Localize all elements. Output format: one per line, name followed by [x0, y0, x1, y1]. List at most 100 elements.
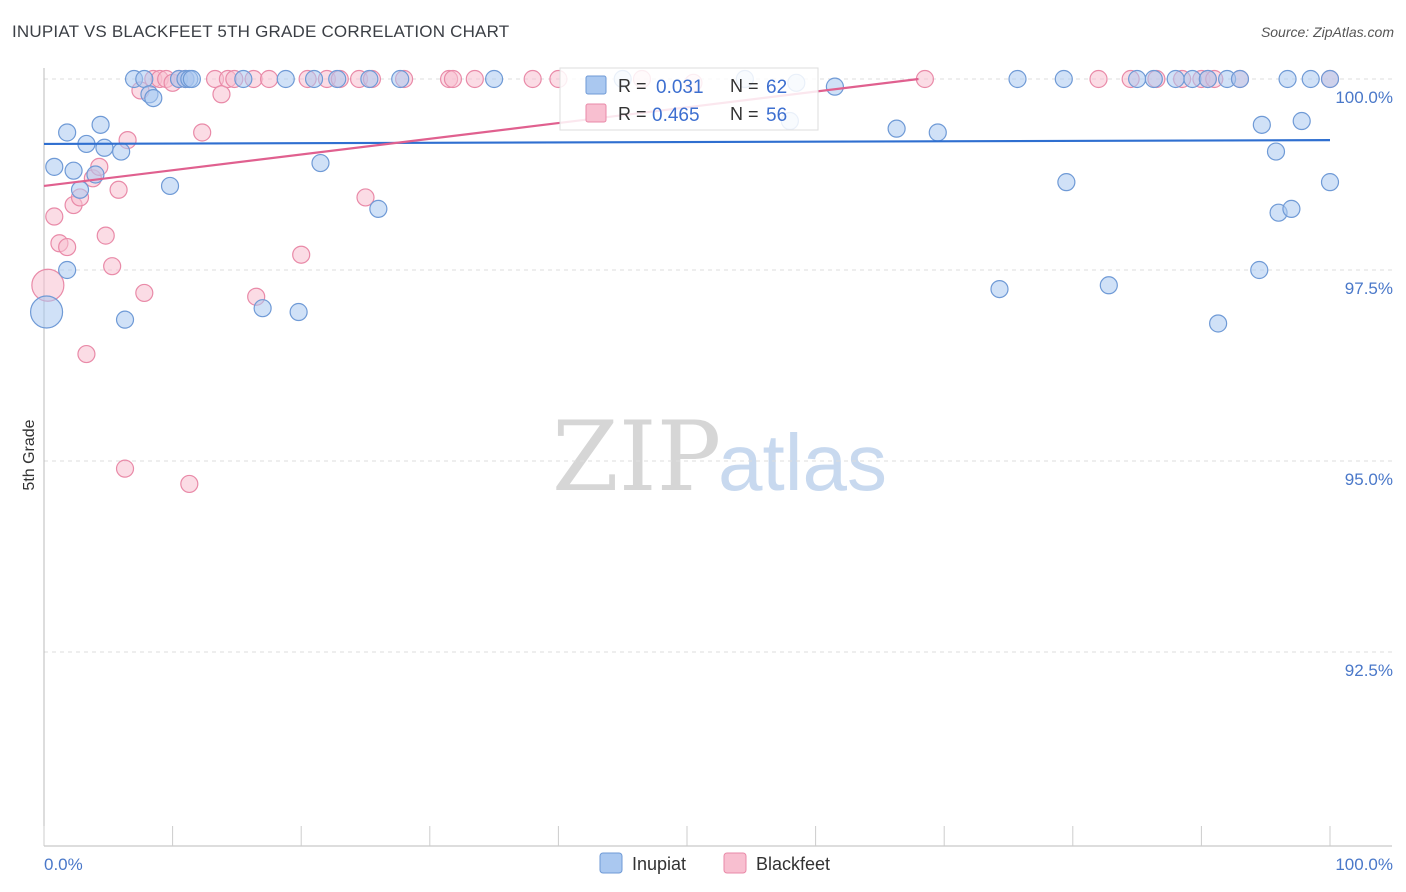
legend-inupiat-label: Inupiat [632, 854, 686, 874]
blackfeet-n-value: 56 [766, 105, 787, 126]
y-tick-label: 92.5% [1345, 661, 1393, 680]
blackfeet-point [356, 188, 375, 207]
inupiat-point [311, 153, 330, 173]
blackfeet-point [212, 85, 231, 104]
legend-blackfeet-label: Blackfeet [756, 854, 830, 874]
blackfeet-point [96, 226, 115, 245]
inupiat-point [1282, 199, 1301, 218]
inupiat-point [1230, 69, 1250, 89]
blackfeet-r-value: 0.465 [652, 105, 700, 126]
blackfeet-point [193, 123, 212, 142]
inupiat-point [1278, 69, 1297, 89]
inupiat-point [1292, 111, 1311, 131]
inupiat-point [276, 69, 295, 89]
inupiat-point [1266, 142, 1286, 161]
inupiat-point [1127, 69, 1147, 89]
inupiat-point [485, 69, 504, 89]
blackfeet-point [115, 459, 135, 478]
inupiat-point [1198, 69, 1217, 89]
inupiat-point [70, 180, 90, 199]
y-tick-label: 97.5% [1345, 279, 1393, 298]
source-credit: Source: ZipAtlas.com [1260, 24, 1394, 40]
x-tick-label: 100.0% [1335, 855, 1393, 874]
inupiat-point [112, 142, 131, 161]
inupiat-point [135, 69, 154, 89]
y-axis-title: 5th Grade [21, 419, 38, 490]
blackfeet-point [259, 69, 279, 89]
inupiat-point [95, 138, 114, 157]
blackfeet-point [77, 344, 96, 364]
inupiat-r-label: R = [618, 76, 647, 96]
inupiat-point [1099, 276, 1118, 295]
inupiat-point [1166, 69, 1185, 89]
inupiat-point [1008, 69, 1027, 89]
inupiat-point [328, 69, 347, 89]
inupiat-point [1183, 69, 1202, 89]
inupiat-points [29, 69, 1340, 333]
blackfeet-n-label: N = [730, 104, 759, 124]
blackfeet-point [465, 69, 484, 89]
blackfeet-point [180, 474, 199, 494]
inupiat-point [160, 176, 180, 196]
blackfeet-point [915, 69, 935, 89]
inupiat-point [144, 88, 163, 108]
gridlines [44, 78, 1392, 653]
inupiat-point [1057, 173, 1076, 192]
inupiat-point [29, 295, 64, 329]
inupiat-point [304, 69, 324, 89]
inupiat-point [360, 69, 379, 89]
bottom-legend: Inupiat Blackfeet [599, 852, 830, 874]
blackfeet-point [109, 180, 128, 199]
blackfeet-point [523, 69, 542, 89]
blackfeet-point [292, 245, 311, 264]
blackfeet-point [45, 207, 64, 226]
blackfeet-point [443, 69, 463, 89]
axes: 100.0% 97.5% 95.0% 92.5% 0.0% 100.0% 5th Grade [21, 68, 1393, 874]
inupiat-point [115, 310, 135, 329]
inupiat-n-value: 62 [766, 77, 787, 98]
inupiat-point [990, 280, 1009, 299]
inupiat-point [369, 199, 388, 218]
inupiat-n-label: N = [730, 76, 759, 96]
inupiat-point [391, 69, 410, 89]
inupiat-point [1054, 69, 1073, 89]
inupiat-r-value: 0.031 [656, 77, 704, 98]
blackfeet-point [1089, 69, 1108, 89]
inupiat-point [253, 299, 272, 318]
x-tick-label: 0.0% [44, 855, 83, 874]
inupiat-point [1250, 260, 1269, 280]
blackfeet-point [135, 283, 154, 303]
inupiat-point [234, 69, 253, 89]
inupiat-point [825, 77, 844, 96]
inupiat-point [1144, 69, 1163, 89]
inupiat-point [182, 69, 201, 89]
inupiat-swatch [585, 75, 607, 95]
blackfeet-point [103, 257, 122, 276]
inupiat-point [1301, 69, 1320, 89]
inupiat-trend-line [43, 139, 1331, 146]
inupiat-point [91, 115, 110, 134]
legend-inupiat-swatch [599, 852, 623, 874]
blackfeet-r-label: R = [618, 104, 647, 124]
blackfeet-point [58, 237, 77, 257]
watermark-atlas: atlas [718, 418, 887, 507]
stats-legend: R = 0.031 N = 62 R = 0.465 N = 56 [559, 67, 819, 131]
inupiat-point [928, 123, 947, 142]
watermark-zip: ZIP [552, 401, 721, 513]
y-tick-label: 95.0% [1345, 470, 1393, 489]
inupiat-point [1209, 314, 1228, 333]
inupiat-point [887, 119, 906, 138]
inupiat-point [45, 157, 64, 176]
inupiat-point [1252, 115, 1271, 134]
inupiat-point [58, 260, 77, 280]
inupiat-point [1320, 69, 1340, 89]
inupiat-point [1320, 173, 1340, 192]
blackfeet-swatch [585, 103, 607, 123]
chart-title: INUPIAT VS BLACKFEET 5TH GRADE CORRELATI… [12, 22, 510, 41]
legend-blackfeet-swatch [723, 852, 747, 874]
inupiat-point [58, 123, 77, 142]
inupiat-point [289, 302, 308, 322]
inupiat-point [64, 161, 83, 180]
y-tick-label: 100.0% [1335, 88, 1393, 107]
